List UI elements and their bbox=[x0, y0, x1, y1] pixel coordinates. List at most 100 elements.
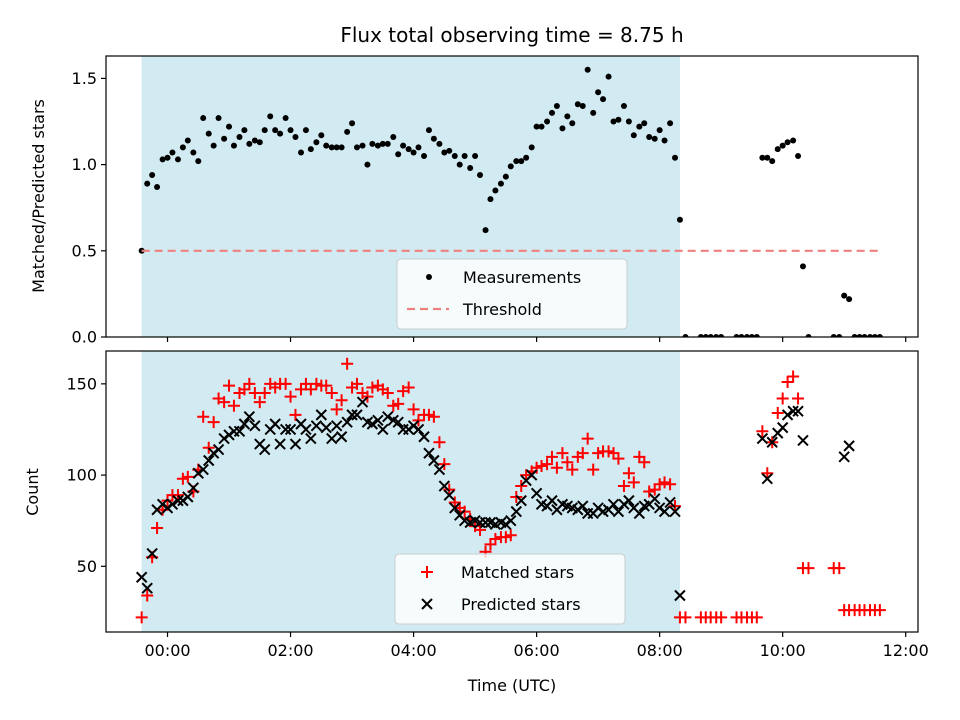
plot-frame bbox=[105, 350, 919, 633]
measurements-point bbox=[502, 173, 509, 180]
matched-stars-point bbox=[576, 447, 589, 460]
measurements-point bbox=[349, 120, 356, 127]
measurements-point bbox=[830, 334, 837, 337]
measurements-point bbox=[713, 334, 720, 337]
predicted-stars-point bbox=[135, 571, 148, 583]
measurements-point bbox=[179, 144, 186, 151]
predicted-stars-point bbox=[612, 505, 625, 518]
matched-stars-point bbox=[545, 450, 558, 463]
matched-stars-point bbox=[304, 383, 317, 396]
predicted-stars-point bbox=[515, 494, 527, 507]
x-axis-label: Time (UTC) bbox=[467, 676, 556, 695]
predicted-stars-point bbox=[187, 482, 200, 494]
predicted-stars-point bbox=[428, 454, 440, 467]
predicted-stars-point bbox=[182, 491, 194, 503]
measurements-point bbox=[230, 142, 237, 149]
measurements-point bbox=[292, 134, 299, 141]
x-tick-label: 10:00 bbox=[760, 641, 806, 660]
measurements-point bbox=[641, 120, 648, 127]
measurements-point bbox=[630, 132, 637, 139]
measurements-point bbox=[425, 127, 432, 134]
measurements-point bbox=[267, 113, 274, 120]
measurements-point bbox=[333, 144, 340, 151]
predicted-stars-point bbox=[412, 423, 425, 436]
measurements-point bbox=[169, 149, 176, 156]
predicted-stars-point bbox=[300, 423, 312, 436]
matched-stars-point bbox=[566, 463, 579, 476]
measurements-point bbox=[805, 334, 812, 337]
matched-stars-point bbox=[151, 521, 164, 534]
measurements-point bbox=[200, 115, 207, 122]
measurements-point bbox=[497, 180, 504, 187]
predicted-stars-point bbox=[341, 416, 353, 428]
predicted-stars-point bbox=[392, 416, 404, 428]
measurements-point bbox=[236, 134, 243, 141]
predicted-stars-point bbox=[781, 409, 794, 421]
matched-stars-point bbox=[787, 370, 800, 383]
predicted-stars-point bbox=[305, 432, 317, 445]
measurements-point bbox=[846, 296, 853, 303]
measurements-point bbox=[533, 123, 540, 130]
matched-stars-point bbox=[361, 390, 374, 403]
measurements-point bbox=[415, 144, 422, 151]
x-tick-label: 00:00 bbox=[144, 641, 190, 660]
matched-stars-point bbox=[141, 589, 154, 602]
predicted-stars-point bbox=[838, 451, 850, 463]
measurements-point bbox=[226, 123, 233, 130]
measurements-point bbox=[764, 154, 771, 161]
measurements-point bbox=[661, 137, 668, 144]
legend-marker-measurements bbox=[426, 274, 432, 280]
measurements-point bbox=[625, 118, 632, 125]
matched-stars-point bbox=[535, 459, 548, 472]
measurements-point bbox=[523, 154, 530, 161]
measurements-point bbox=[221, 135, 228, 142]
measurements-point bbox=[615, 116, 622, 123]
predicted-stars-point bbox=[546, 494, 558, 507]
matched-stars-point bbox=[258, 386, 271, 399]
measurements-point bbox=[451, 152, 458, 159]
predicted-stars-point bbox=[669, 505, 681, 518]
predicted-stars-point bbox=[418, 431, 430, 443]
predicted-stars-point bbox=[203, 454, 215, 467]
matched-stars-point bbox=[627, 476, 640, 489]
matched-stars-point bbox=[381, 386, 394, 399]
matched-stars-point bbox=[556, 447, 569, 460]
matched-stars-point bbox=[325, 386, 338, 399]
measurements-point bbox=[856, 334, 863, 337]
predicted-stars-point bbox=[326, 432, 338, 445]
measurements-point bbox=[436, 140, 443, 147]
matched-stars-point bbox=[515, 480, 528, 493]
measurements-point bbox=[328, 144, 335, 151]
matched-stars-point bbox=[750, 611, 763, 624]
predicted-stars-point bbox=[792, 405, 804, 417]
matched-stars-point bbox=[279, 377, 292, 390]
x-tick-label: 02:00 bbox=[267, 641, 313, 660]
predicted-stars-point bbox=[623, 494, 635, 507]
matched-stars-point bbox=[181, 470, 194, 483]
predicted-stars-point bbox=[310, 420, 323, 432]
measurements-point bbox=[205, 130, 212, 137]
matched-stars-point bbox=[873, 604, 886, 617]
matched-stars-point bbox=[433, 436, 446, 449]
measurements-point bbox=[610, 118, 617, 125]
predicted-stars-point bbox=[438, 480, 451, 492]
measurements-point bbox=[538, 123, 545, 130]
y-tick-label: 1.5 bbox=[72, 69, 97, 88]
measurements-point bbox=[287, 127, 294, 134]
measurements-point bbox=[307, 146, 314, 153]
predicted-stars-point bbox=[607, 498, 620, 510]
measurements-point bbox=[651, 135, 658, 142]
matched-stars-point bbox=[284, 390, 297, 403]
predicted-stars-point bbox=[776, 421, 789, 434]
predicted-stars-point bbox=[433, 463, 446, 476]
matched-stars-point bbox=[474, 523, 487, 536]
measurements-point bbox=[646, 134, 653, 141]
measurements-point bbox=[702, 334, 709, 337]
predicted-stars-point bbox=[269, 418, 281, 430]
legend-box bbox=[394, 553, 626, 625]
predicted-stars-point bbox=[530, 487, 543, 500]
measurements-point bbox=[676, 216, 683, 223]
measurements-point bbox=[282, 115, 289, 122]
predicted-stars-point bbox=[372, 414, 384, 427]
matched-stars-point bbox=[227, 399, 240, 412]
